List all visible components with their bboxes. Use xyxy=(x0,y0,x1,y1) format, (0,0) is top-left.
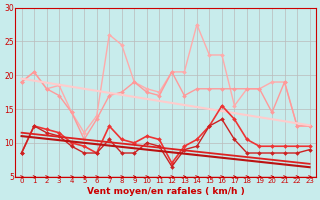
X-axis label: Vent moyen/en rafales ( km/h ): Vent moyen/en rafales ( km/h ) xyxy=(87,187,244,196)
